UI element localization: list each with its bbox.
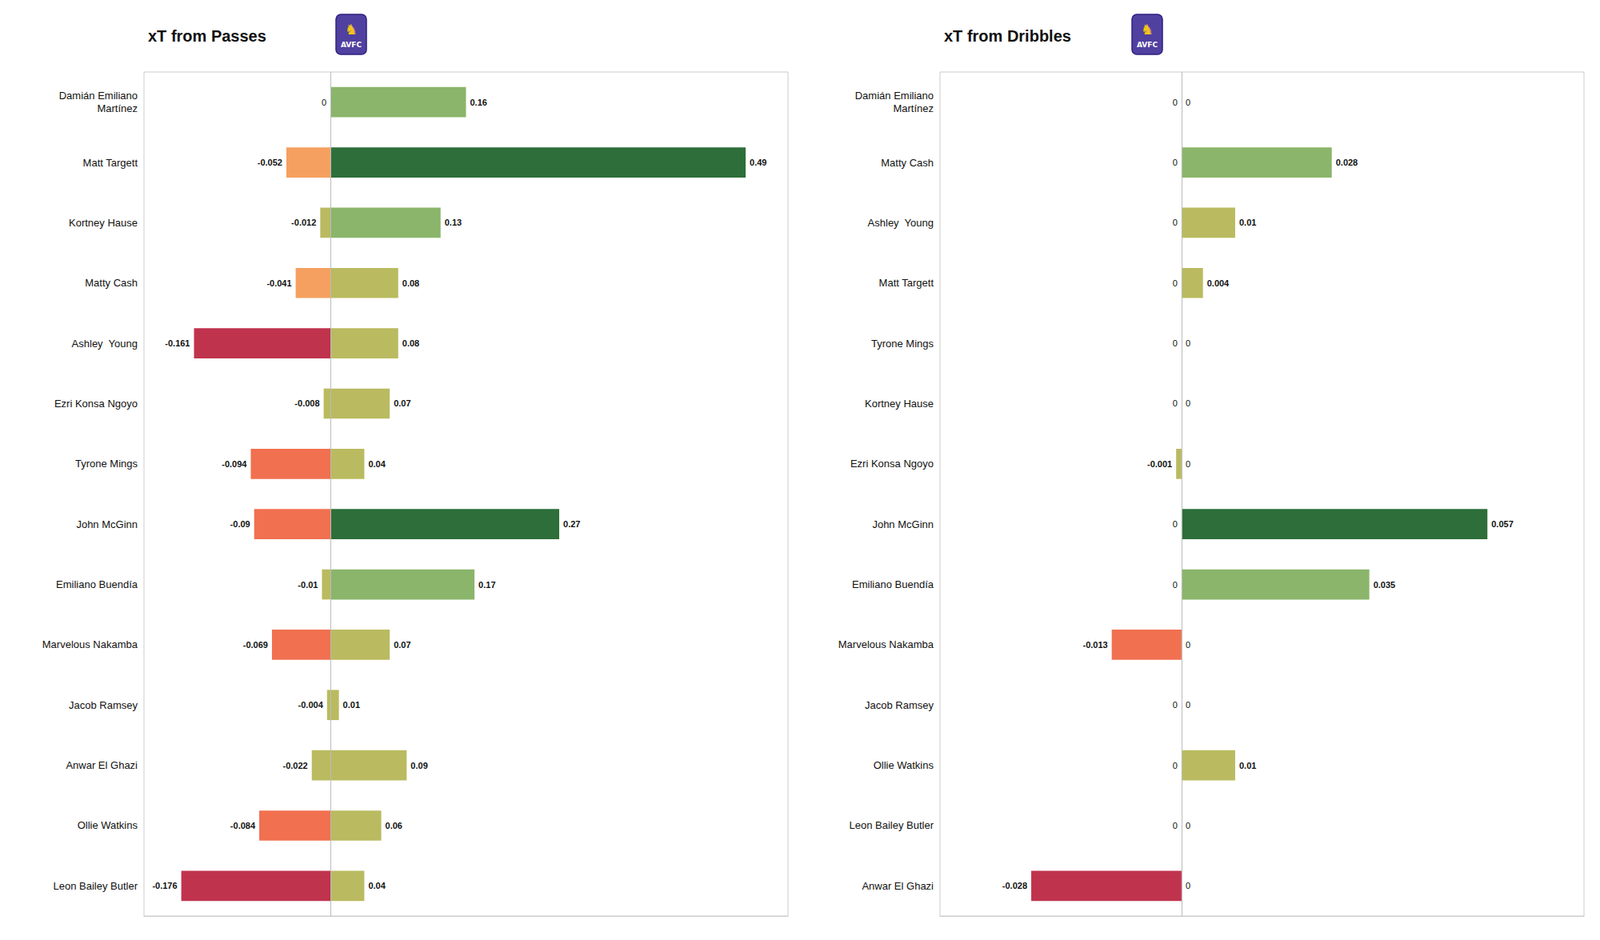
svg-text:Tyrone Mings: Tyrone Mings [871,337,935,350]
svg-text:0.09: 0.09 [410,760,428,771]
svg-text:-0.052: -0.052 [257,157,283,168]
svg-text:Emiliano Buendía: Emiliano Buendía [852,578,935,591]
svg-text:0: 0 [1172,217,1178,228]
svg-text:-0.012: -0.012 [291,217,316,228]
svg-text:0.08: 0.08 [402,278,420,288]
svg-text:0.13: 0.13 [444,217,462,228]
svg-text:Anwar El Ghazi: Anwar El Ghazi [65,759,138,772]
svg-text:0: 0 [1185,459,1191,469]
svg-text:0: 0 [1172,157,1178,168]
svg-text:xT from Passes: xT from Passes [148,27,267,45]
svg-text:0.16: 0.16 [470,97,488,108]
svg-text:Jacob Ramsey: Jacob Ramsey [864,699,934,712]
svg-text:0: 0 [321,97,327,108]
svg-text:Kortney Hause: Kortney Hause [864,397,934,410]
svg-text:0: 0 [1172,338,1178,348]
svg-text:xT from Dribbles: xT from Dribbles [944,27,1072,45]
svg-text:Ollie Watkins: Ollie Watkins [873,759,935,772]
svg-text:-0.161: -0.161 [164,338,190,348]
svg-text:0.17: 0.17 [478,580,496,590]
svg-text:Matt Targett: Matt Targett [83,156,139,169]
svg-text:0: 0 [1172,580,1178,590]
svg-text:John McGinn: John McGinn [872,518,934,531]
svg-text:-0.008: -0.008 [294,398,320,408]
svg-text:0.004: 0.004 [1207,278,1230,288]
svg-text:Ashley Young: Ashley Young [72,337,138,350]
svg-text:-0.176: -0.176 [152,880,177,891]
svg-text:0: 0 [1185,880,1191,891]
svg-text:Leon Bailey Butler: Leon Bailey Butler [52,880,138,892]
svg-text:0: 0 [1185,640,1191,650]
svg-text:Matty Cash: Matty Cash [880,156,934,169]
svg-text:0: 0 [1185,398,1191,408]
svg-text:Tyrone Mings: Tyrone Mings [75,457,139,470]
svg-text:♞: ♞ [1140,20,1154,38]
svg-text:0: 0 [1172,760,1178,771]
svg-text:0: 0 [1185,338,1191,348]
svg-text:Damián Emiliano: Damián Emiliano [855,89,934,102]
svg-text:Damián Emiliano: Damián Emiliano [59,89,138,102]
svg-text:Ollie Watkins: Ollie Watkins [77,819,139,832]
svg-text:0.49: 0.49 [749,157,767,168]
svg-text:Matty Cash: Matty Cash [84,276,138,289]
svg-text:-0.041: -0.041 [266,278,292,288]
svg-text:-0.01: -0.01 [297,580,318,590]
svg-text:0.08: 0.08 [402,338,420,348]
svg-text:0: 0 [1172,519,1178,529]
svg-text:Leon Bailey Butler: Leon Bailey Butler [848,819,934,832]
svg-text:-0.094: -0.094 [221,459,248,469]
svg-text:0: 0 [1185,700,1191,710]
svg-text:0.01: 0.01 [1239,217,1256,228]
svg-text:Ezri Konsa Ngoyo: Ezri Konsa Ngoyo [54,397,138,410]
svg-text:-0.022: -0.022 [283,760,308,771]
svg-text:0.07: 0.07 [393,398,411,408]
svg-text:-0.028: -0.028 [1002,880,1028,891]
svg-text:0.27: 0.27 [563,519,580,529]
svg-text:0.01: 0.01 [1239,760,1256,771]
svg-text:-0.004: -0.004 [298,700,324,710]
svg-text:0: 0 [1172,820,1178,831]
svg-text:Emiliano Buendía: Emiliano Buendía [56,578,139,591]
svg-text:-0.069: -0.069 [243,640,268,650]
svg-text:Marvelous Nakamba: Marvelous Nakamba [838,638,935,651]
svg-text:0.01: 0.01 [343,700,360,710]
svg-text:AVFC: AVFC [340,40,362,49]
svg-text:-0.001: -0.001 [1147,459,1172,469]
svg-text:0: 0 [1172,97,1178,108]
svg-text:0.028: 0.028 [1336,157,1359,168]
svg-text:0: 0 [1185,97,1191,108]
svg-text:0.035: 0.035 [1373,580,1396,590]
svg-text:-0.084: -0.084 [230,820,256,831]
svg-text:0.04: 0.04 [368,459,386,469]
svg-text:Marvelous Nakamba: Marvelous Nakamba [42,638,139,651]
svg-text:John McGinn: John McGinn [76,518,138,531]
svg-text:Ashley Young: Ashley Young [868,216,934,229]
svg-text:0: 0 [1172,278,1178,288]
svg-text:Jacob Ramsey: Jacob Ramsey [68,699,138,712]
svg-text:Martínez: Martínez [892,102,934,115]
svg-text:0: 0 [1172,398,1178,408]
svg-text:Matt Targett: Matt Targett [879,276,935,289]
svg-text:0.06: 0.06 [385,820,403,831]
svg-text:♞: ♞ [344,20,358,38]
svg-text:AVFC: AVFC [1136,40,1158,49]
svg-text:0.07: 0.07 [393,640,411,650]
svg-text:-0.013: -0.013 [1082,640,1108,650]
svg-text:0.057: 0.057 [1491,519,1514,529]
svg-text:0: 0 [1185,820,1191,831]
svg-text:Kortney Hause: Kortney Hause [68,216,138,229]
svg-text:0: 0 [1172,700,1178,710]
svg-text:Martínez: Martínez [96,102,138,115]
svg-text:0.04: 0.04 [368,880,386,891]
svg-text:Anwar El Ghazi: Anwar El Ghazi [861,880,934,892]
svg-text:Ezri Konsa Ngoyo: Ezri Konsa Ngoyo [850,457,934,470]
svg-text:-0.09: -0.09 [230,519,251,529]
